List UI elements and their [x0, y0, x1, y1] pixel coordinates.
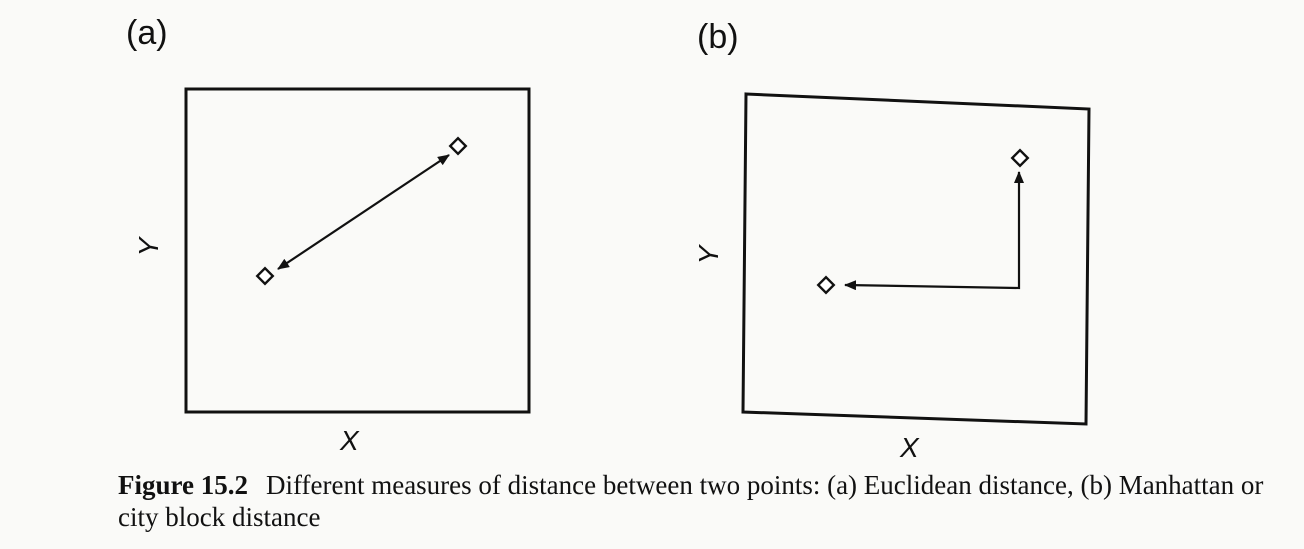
caption-text: Different measures of distance between t…	[118, 470, 1264, 532]
point-a-start	[255, 266, 275, 286]
panel-b-y-axis-label: Y	[693, 243, 724, 264]
distance-figure: (a) X Y (b) X Y	[126, 14, 1091, 463]
panel-b-x-axis-label: X	[899, 432, 920, 463]
panel-a-x-axis-label: X	[339, 425, 360, 456]
panel-b: (b) X Y	[693, 18, 1091, 463]
point-b-end	[1010, 148, 1030, 168]
euclidean-distance-arrow	[277, 154, 450, 270]
figure-caption: Figure 15.2 Different measures of distanc…	[118, 469, 1298, 533]
panel-a-y-axis-label: Y	[133, 235, 164, 256]
panel-a-frame	[184, 87, 531, 414]
panel-a-label: (a)	[126, 14, 168, 52]
manhattan-distance-path	[844, 171, 1024, 291]
point-b-start	[816, 275, 836, 295]
point-a-end	[448, 136, 468, 156]
panel-a: (a) X Y	[126, 14, 531, 456]
figure-number: Figure 15.2	[118, 470, 248, 500]
panel-b-label: (b)	[697, 18, 739, 56]
panel-b-frame	[741, 92, 1091, 426]
